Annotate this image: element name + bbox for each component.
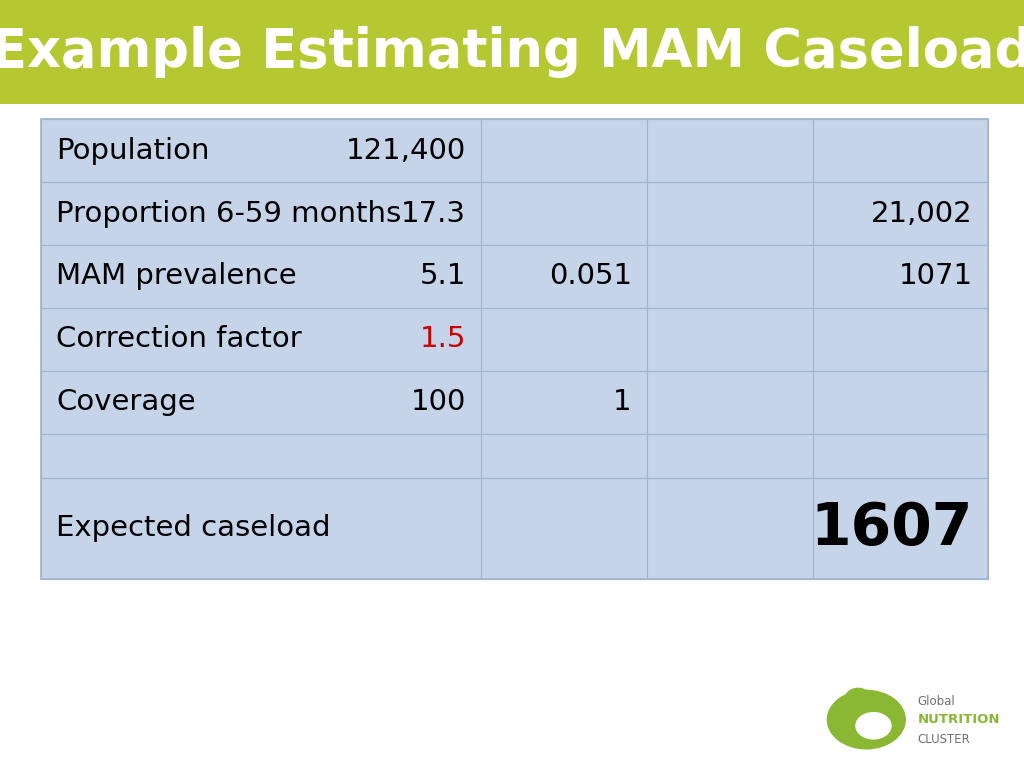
Text: MAM prevalence: MAM prevalence	[56, 263, 297, 290]
FancyBboxPatch shape	[41, 308, 988, 371]
Circle shape	[856, 713, 891, 739]
Circle shape	[827, 690, 905, 749]
Text: 1: 1	[613, 389, 632, 416]
Text: 100: 100	[411, 389, 466, 416]
FancyBboxPatch shape	[41, 119, 988, 182]
Text: Population: Population	[56, 137, 210, 164]
FancyBboxPatch shape	[41, 245, 988, 308]
Text: 1.5: 1.5	[420, 326, 466, 353]
Text: 0.051: 0.051	[549, 263, 632, 290]
Text: 1607: 1607	[810, 500, 973, 557]
FancyBboxPatch shape	[41, 478, 988, 579]
Text: Proportion 6-59 months: Proportion 6-59 months	[56, 200, 401, 227]
Text: Coverage: Coverage	[56, 389, 196, 416]
FancyBboxPatch shape	[41, 182, 988, 245]
Circle shape	[846, 688, 870, 707]
Text: 17.3: 17.3	[401, 200, 466, 227]
Text: 121,400: 121,400	[346, 137, 466, 164]
Text: Global: Global	[918, 695, 955, 707]
FancyBboxPatch shape	[0, 0, 1024, 104]
Text: 1071: 1071	[899, 263, 973, 290]
Text: Correction factor: Correction factor	[56, 326, 302, 353]
Text: Example Estimating MAM Caseload: Example Estimating MAM Caseload	[0, 26, 1024, 78]
FancyBboxPatch shape	[41, 371, 988, 434]
Text: 5.1: 5.1	[420, 263, 466, 290]
Text: 21,002: 21,002	[871, 200, 973, 227]
FancyBboxPatch shape	[41, 434, 988, 478]
Text: Expected caseload: Expected caseload	[56, 515, 331, 542]
Text: NUTRITION: NUTRITION	[918, 713, 1000, 726]
Text: CLUSTER: CLUSTER	[918, 733, 971, 746]
